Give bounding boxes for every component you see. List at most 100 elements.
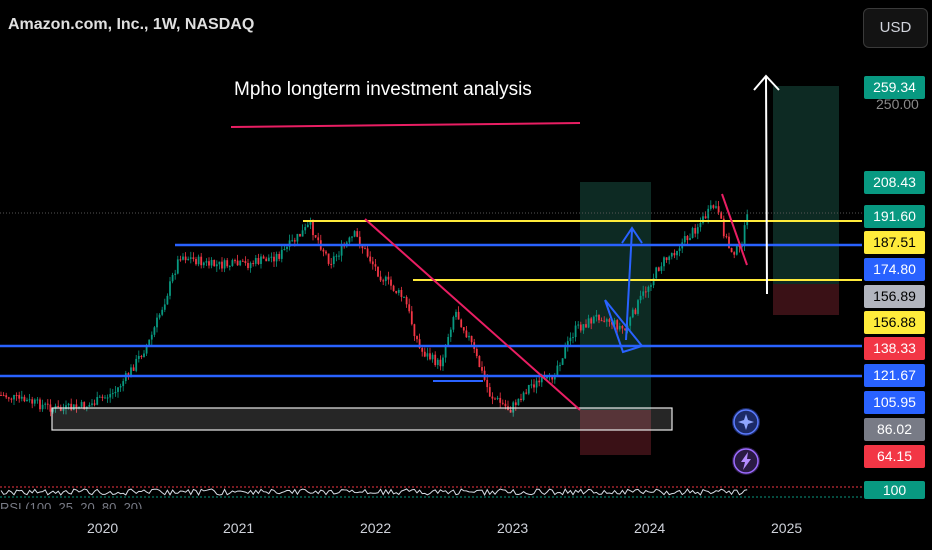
candle-body: [423, 351, 426, 357]
sparkle-button[interactable]: [732, 408, 760, 436]
candle-body: [546, 376, 548, 379]
candle-body: [137, 355, 140, 359]
candle-body: [182, 256, 184, 260]
candle-body: [673, 253, 676, 256]
candle-body: [530, 384, 533, 386]
candle-body: [101, 396, 104, 398]
candle-body: [746, 214, 749, 226]
candle-body: [312, 221, 314, 236]
price-tag-174-80: 174.80: [864, 258, 925, 281]
candle-body: [93, 403, 96, 405]
candle-body: [2, 395, 5, 397]
white-up-arrow[interactable]: [753, 74, 780, 295]
downtrend-line[interactable]: [364, 218, 581, 411]
candle-body: [553, 375, 556, 380]
candle-body: [257, 257, 260, 264]
candle-body: [725, 236, 728, 238]
candle-body: [652, 278, 655, 286]
candle-body: [273, 256, 275, 262]
candle-body: [522, 392, 525, 400]
candle-body: [10, 398, 13, 400]
candle-body: [166, 295, 169, 305]
flag-pattern[interactable]: [604, 299, 644, 354]
candle-body: [496, 397, 499, 399]
candle-body: [18, 395, 21, 399]
candle-body: [707, 208, 710, 219]
candle-body: [322, 249, 325, 252]
candle-body: [668, 256, 671, 261]
long-position-loss-zone-2023[interactable]: [580, 410, 651, 455]
candle-body: [395, 290, 398, 293]
price-tag-208-43: 208.43: [864, 171, 925, 194]
candle-body: [663, 257, 665, 267]
pullback-trendline[interactable]: [721, 193, 748, 266]
candle-body: [371, 261, 374, 265]
candle-body: [140, 355, 143, 358]
annotation-underline[interactable]: [230, 122, 581, 128]
candle-body: [260, 256, 262, 264]
candle-body: [161, 309, 164, 315]
candle-body: [504, 403, 507, 407]
currency-button[interactable]: USD: [863, 8, 928, 48]
candle-body: [382, 280, 385, 282]
candle-body: [540, 377, 543, 383]
rsi-value-tag: 100: [864, 481, 925, 499]
candle-body: [114, 391, 117, 394]
candle-body: [514, 402, 517, 406]
candle-body: [616, 320, 619, 330]
candle-body: [325, 251, 327, 254]
candle-body: [481, 367, 483, 371]
candle-body: [283, 249, 286, 251]
candle-body: [447, 336, 450, 346]
long-position-profit-zone-2025[interactable]: [773, 86, 839, 284]
candle-body: [434, 354, 437, 366]
candle-body: [57, 405, 60, 408]
candle-body: [525, 392, 528, 394]
lightning-button[interactable]: [732, 447, 760, 475]
candle-body: [88, 404, 91, 407]
candle-body: [569, 337, 572, 342]
candle-body: [465, 330, 468, 338]
candle-body: [564, 347, 567, 359]
x-axis-label-2025: 2025: [771, 520, 803, 536]
blue-up-arrow[interactable]: [621, 226, 643, 341]
candle-body: [408, 304, 411, 312]
candle-body: [330, 263, 333, 265]
long-position-loss-zone-2025[interactable]: [773, 284, 839, 315]
candle-body: [0, 395, 2, 396]
candle-body: [104, 397, 106, 399]
candle-body: [533, 384, 535, 388]
candle-body: [288, 240, 291, 247]
candlestick-series: [0, 200, 749, 417]
candle-body: [200, 256, 203, 266]
candle-body: [163, 304, 166, 310]
x-axis-label-2022: 2022: [360, 520, 392, 536]
candle-body: [293, 240, 296, 242]
candle-body: [5, 395, 8, 398]
candle-body: [348, 237, 351, 243]
candle-body: [655, 267, 658, 279]
candle-body: [442, 357, 444, 367]
candle-body: [421, 347, 424, 352]
candle-body: [309, 221, 312, 225]
candle-body: [335, 255, 338, 257]
candle-body: [299, 233, 301, 237]
candle-body: [501, 402, 504, 404]
candle-body: [683, 236, 686, 243]
candle-body: [314, 235, 317, 238]
candle-body: [33, 399, 36, 404]
candle-body: [639, 295, 642, 301]
candle-body: [340, 244, 343, 256]
chart-annotation-text[interactable]: Mpho longterm investment analysis: [234, 79, 532, 100]
candle-body: [720, 212, 723, 219]
support-zone-box[interactable]: [51, 407, 673, 431]
candle-body: [358, 236, 361, 247]
candle-body: [291, 240, 294, 242]
candle-body: [202, 262, 205, 266]
candle-body: [572, 337, 574, 339]
candle-body: [361, 246, 364, 249]
candle-body: [403, 296, 405, 298]
candle-body: [574, 325, 577, 338]
x-axis-label-2020: 2020: [87, 520, 119, 536]
